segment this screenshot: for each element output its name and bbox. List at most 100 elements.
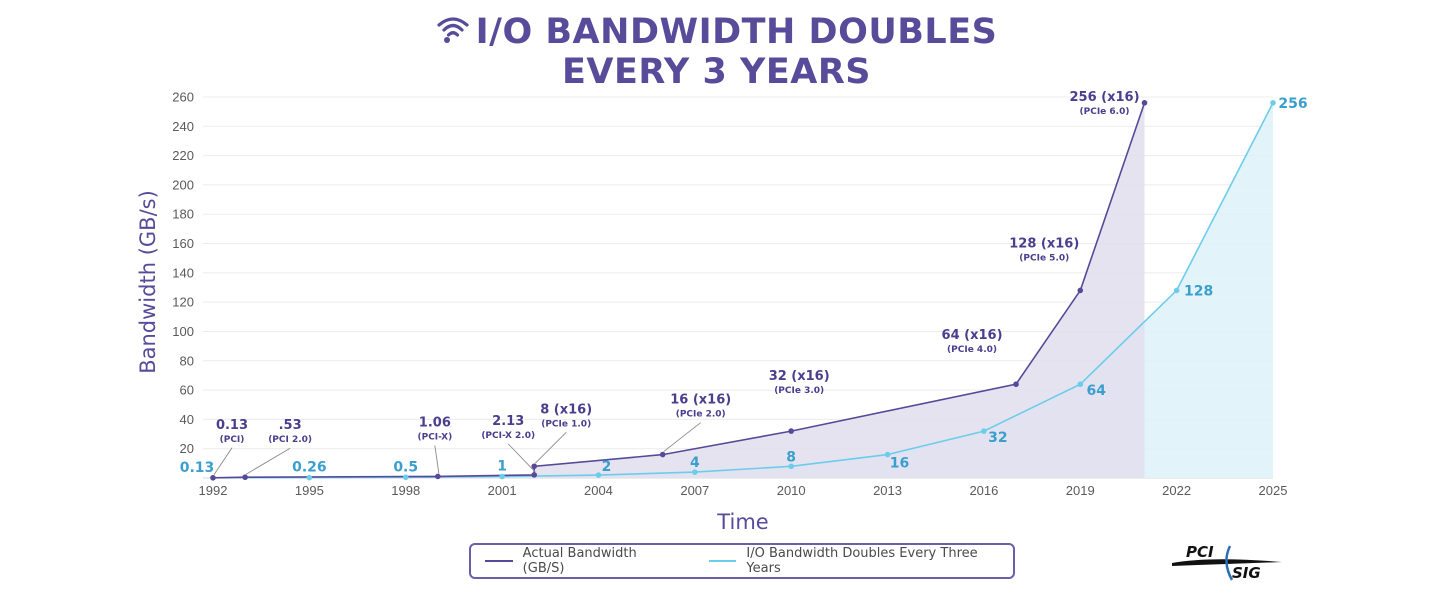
wifi-icon <box>437 17 469 43</box>
ideal-point <box>499 473 505 480</box>
chart-title: I/O BANDWIDTH DOUBLES EVERY 3 YEARS <box>0 12 1433 92</box>
ideal-data-label: 2 <box>602 459 612 475</box>
actual-point <box>531 463 538 470</box>
ideal-point <box>402 474 409 481</box>
actual-point <box>210 475 216 481</box>
y-tick-label: 180 <box>172 207 194 222</box>
x-tick-label: 2007 <box>680 483 709 498</box>
y-tick-label: 100 <box>172 324 194 339</box>
y-tick-label: 140 <box>172 265 194 280</box>
legend-label-ideal: I/O Bandwidth Doubles Every Three Years <box>746 546 978 576</box>
actual-point <box>659 451 666 458</box>
actual-line <box>212 102 1146 479</box>
ideal-point <box>981 428 987 434</box>
actual-data-label: 64 (x16) <box>942 328 1003 343</box>
leader-line <box>213 447 233 476</box>
actual-data-sublabel: (PCIe 1.0) <box>541 419 591 429</box>
ideal-data-label: 4 <box>690 455 700 471</box>
y-tick-label: 120 <box>172 295 194 310</box>
actual-data-label: 1.06 <box>419 415 451 430</box>
y-tick-label: 220 <box>172 148 194 163</box>
ideal-point <box>595 472 602 478</box>
actual-data-sublabel: (PCI) <box>220 435 245 445</box>
axis-ticks: 20 40 60 80 100 120 140 160 180 200 220 240 260 1992 1… <box>172 90 1287 499</box>
x-tick-label: 2001 <box>488 483 517 498</box>
legend-item-ideal: I/O Bandwidth Doubles Every Three Years <box>695 546 1013 576</box>
ideal-data-label: 128 <box>1184 283 1213 299</box>
actual-data-sublabel: (PCI 2.0) <box>268 435 312 445</box>
pci-sig-logo: PCI SIG <box>1172 543 1282 582</box>
x-tick-label: 1992 <box>199 483 228 498</box>
y-tick-label: 240 <box>172 119 194 134</box>
x-tick-label: 2016 <box>969 483 998 498</box>
legend-swatch-actual <box>485 560 513 562</box>
actual-point <box>435 473 441 480</box>
ideal-data-label: 256 <box>1278 96 1307 112</box>
ideal-data-label: 1 <box>497 459 507 475</box>
ideal-point <box>788 463 794 470</box>
x-tick-label: 1998 <box>391 483 420 498</box>
x-tick-label: 2010 <box>777 483 806 498</box>
ideal-point <box>692 469 698 475</box>
actual-data-label: 128 (x16) <box>1009 236 1079 251</box>
y-tick-label: 260 <box>172 90 194 105</box>
ideal-point <box>306 474 313 481</box>
x-tick-label: 1995 <box>295 483 324 498</box>
actual-data-sublabel: (PCIe 4.0) <box>947 345 997 355</box>
actual-point <box>1013 381 1019 388</box>
ideal-point <box>1270 100 1276 106</box>
x-tick-label: 2013 <box>873 483 902 498</box>
x-tick-label: 2019 <box>1066 483 1095 498</box>
data-labels: 0.13 0.26 0.5 1 2 4 8 16 32 64 128 256 0.13 (PCI) .53 (… <box>180 90 1308 476</box>
actual-data-sublabel: (PCIe 3.0) <box>774 386 824 396</box>
leader-line <box>507 443 536 473</box>
legend-label-actual: Actual Bandwidth (GB/S) <box>522 546 637 576</box>
actual-point <box>531 472 538 478</box>
x-axis-title: Time <box>716 510 768 534</box>
chart-legend: Actual Bandwidth (GB/S) I/O Bandwidth Do… <box>469 543 1015 579</box>
actual-data-sublabel: (PCI-X) <box>417 432 452 442</box>
actual-data-sublabel: (PCI-X 2.0) <box>481 431 535 441</box>
leader-line <box>245 447 291 475</box>
y-tick-label: 60 <box>180 383 194 398</box>
ideal-data-label: 32 <box>988 430 1007 446</box>
y-tick-label: 40 <box>180 412 194 427</box>
actual-data-sublabel: (PCIe 5.0) <box>1019 253 1069 263</box>
data-points <box>210 100 1276 481</box>
area-fills <box>213 102 1273 479</box>
actual-data-label: 32 (x16) <box>769 369 830 384</box>
ideal-point <box>1077 381 1084 388</box>
actual-data-label: 0.13 <box>216 418 248 433</box>
actual-point <box>1141 100 1148 106</box>
leader-line <box>663 422 701 452</box>
ideal-point <box>1173 287 1180 294</box>
leader-line <box>434 445 440 474</box>
ideal-data-label: 16 <box>890 456 909 472</box>
x-tick-label: 2004 <box>584 483 613 498</box>
ideal-area <box>213 102 1273 479</box>
title-line-1: I/O BANDWIDTH DOUBLES <box>475 12 998 52</box>
actual-point <box>1077 287 1084 294</box>
ideal-point <box>884 451 891 458</box>
actual-data-label: 8 (x16) <box>540 402 592 417</box>
y-axis-title: Bandwidth (GB/s) <box>136 190 160 374</box>
actual-point <box>788 428 794 434</box>
logo-text-top: PCI <box>1186 543 1214 561</box>
actual-data-sublabel: (PCIe 6.0) <box>1080 107 1130 117</box>
y-tick-label: 160 <box>172 236 194 251</box>
x-tick-label: 2025 <box>1259 483 1288 498</box>
y-tick-label: 20 <box>180 441 194 456</box>
actual-area <box>213 102 1145 479</box>
ideal-data-label: 0.5 <box>393 459 418 475</box>
actual-data-label: .53 <box>279 418 302 433</box>
legend-swatch-ideal <box>708 560 737 562</box>
title-line-2: EVERY 3 YEARS <box>561 52 871 92</box>
ideal-data-label: 0.26 <box>292 460 327 476</box>
actual-data-label: 16 (x16) <box>670 393 731 408</box>
legend-item-actual: Actual Bandwidth (GB/S) <box>471 546 681 576</box>
series-lines <box>212 102 1274 479</box>
ideal-data-label: 64 <box>1087 383 1107 399</box>
y-tick-label: 80 <box>180 353 194 368</box>
logo-text-bottom: SIG <box>1232 564 1261 582</box>
